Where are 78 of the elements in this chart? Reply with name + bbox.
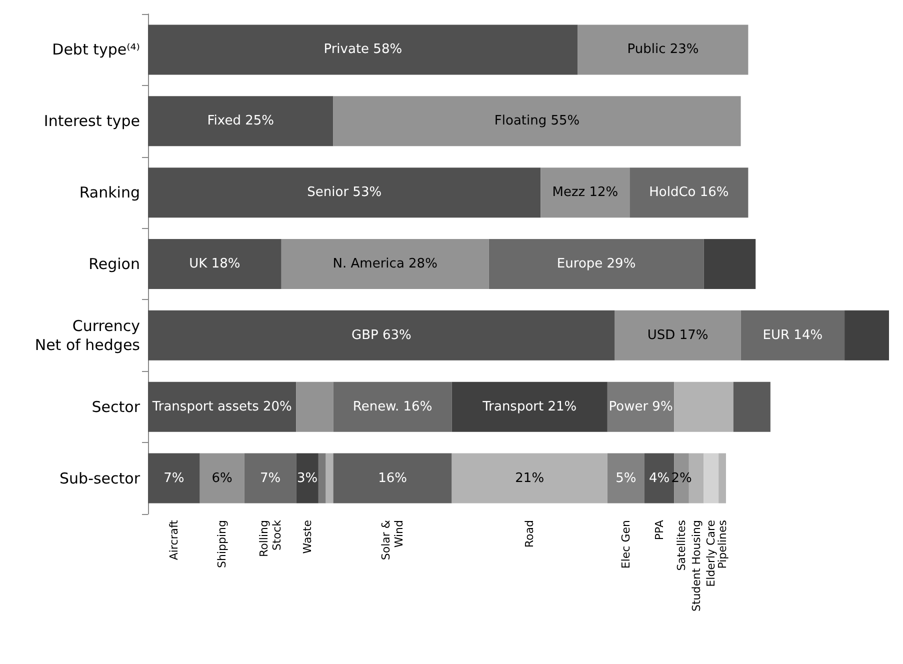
data-label: Mezz 12% bbox=[552, 185, 618, 200]
bar bbox=[488, 239, 704, 289]
bar bbox=[740, 310, 845, 360]
data-label: Fixed 25% bbox=[207, 114, 274, 129]
annotation: PPA bbox=[652, 520, 666, 540]
bar bbox=[704, 453, 719, 504]
data-label: 7% bbox=[164, 470, 184, 486]
data-label: 3% bbox=[297, 470, 318, 486]
data-label: Europe 29% bbox=[556, 256, 636, 272]
y-tick-label: Interest type bbox=[44, 112, 140, 130]
bar bbox=[674, 382, 734, 432]
bar bbox=[148, 168, 541, 218]
bar bbox=[630, 168, 748, 218]
annotation: Pipelines bbox=[716, 520, 729, 569]
bar bbox=[333, 96, 741, 146]
bar bbox=[148, 453, 200, 504]
data-label: 21% bbox=[515, 470, 544, 486]
annotation: Road bbox=[523, 520, 536, 548]
annotation: Elderly Care bbox=[704, 520, 718, 587]
annotation: Shipping bbox=[216, 520, 229, 568]
annotation: Satellites bbox=[675, 520, 688, 571]
annotation: Waste bbox=[300, 520, 314, 554]
bar bbox=[326, 453, 334, 504]
data-label: 2% bbox=[671, 470, 692, 486]
y-tick-label: Currency Net of hedges bbox=[34, 316, 140, 354]
data-label: 4% bbox=[648, 470, 670, 486]
annotation: Student Housing bbox=[690, 520, 703, 612]
bar bbox=[452, 453, 608, 504]
bar bbox=[318, 453, 326, 504]
data-label: UK 18% bbox=[189, 256, 240, 272]
bar bbox=[148, 96, 334, 146]
y-tick-label: Ranking bbox=[79, 184, 140, 202]
bar bbox=[704, 239, 756, 289]
data-label: GBP 63% bbox=[351, 328, 412, 343]
bar bbox=[296, 453, 318, 504]
annotation: Elec Gen bbox=[619, 520, 632, 569]
bar bbox=[844, 310, 889, 360]
bar bbox=[614, 310, 741, 360]
data-label: 6% bbox=[212, 470, 232, 486]
data-label: N. America 28% bbox=[332, 256, 438, 272]
bar bbox=[200, 453, 244, 504]
bar bbox=[281, 239, 489, 289]
data-label: 16% bbox=[378, 470, 407, 486]
annotation: Solar & Wind bbox=[380, 520, 406, 560]
data-label: Public 23% bbox=[627, 42, 699, 58]
bar bbox=[452, 382, 608, 432]
bar bbox=[244, 453, 296, 504]
bar bbox=[148, 310, 615, 360]
data-label: Renew. 16% bbox=[352, 399, 432, 414]
data-label: 5% bbox=[616, 470, 636, 486]
bar bbox=[148, 239, 282, 289]
data-label: Floating 55% bbox=[494, 114, 580, 129]
bar bbox=[578, 24, 748, 75]
data-label: Transport assets 20% bbox=[151, 399, 292, 414]
bar bbox=[296, 382, 334, 432]
y-tick-label: Sub-sector bbox=[60, 469, 141, 488]
data-label: Private 58% bbox=[324, 42, 402, 58]
bar bbox=[718, 453, 726, 504]
data-label: 7% bbox=[260, 470, 281, 486]
bar bbox=[607, 382, 674, 432]
data-label: Power 9% bbox=[608, 399, 673, 414]
annotation: Aircraft bbox=[167, 519, 180, 560]
data-label: Transport 21% bbox=[482, 399, 577, 414]
bar bbox=[607, 453, 644, 504]
bar bbox=[333, 382, 452, 432]
data-label: HoldCo 16% bbox=[649, 185, 729, 200]
y-tick-label: Debt type⁽⁴⁾ bbox=[52, 40, 140, 59]
bar bbox=[148, 24, 578, 75]
y-tick-label: Region bbox=[88, 255, 140, 273]
y-tick-label: Sector bbox=[92, 398, 141, 416]
data-label: Senior 53% bbox=[307, 185, 382, 200]
bar bbox=[733, 382, 770, 432]
data-label: EUR 14% bbox=[762, 328, 823, 343]
data-label: USD 17% bbox=[647, 328, 708, 343]
bar bbox=[148, 382, 296, 432]
bar bbox=[333, 453, 452, 504]
bar bbox=[540, 168, 630, 218]
annotation: Rolling Stock bbox=[257, 519, 284, 558]
